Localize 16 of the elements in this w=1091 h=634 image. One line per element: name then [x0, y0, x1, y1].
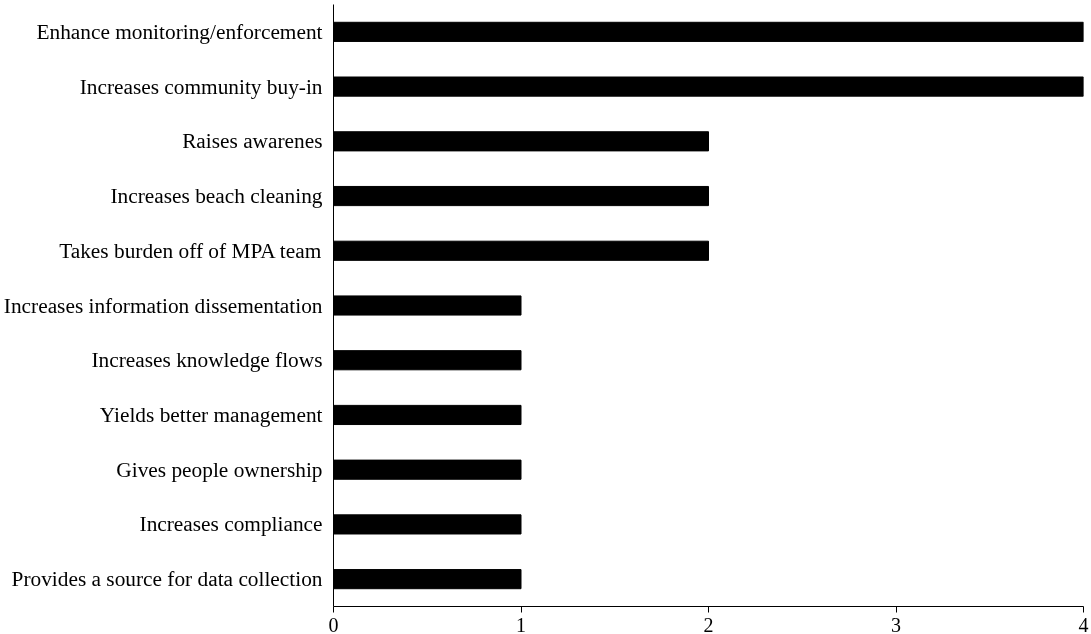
y-tick-label: Provides a source for data collection	[11, 567, 323, 592]
y-tick-label: Increases compliance	[139, 512, 323, 537]
x-tick-label: 4	[1078, 613, 1089, 634]
x-tick-label: 1	[516, 613, 526, 634]
y-tick-label: Enhance monitoring/enforcement	[36, 19, 323, 44]
y-tick-label: Increases community buy-in	[79, 74, 323, 99]
y-tick-label: Increases knowledge flows	[91, 348, 323, 373]
y-tick-label: Raises awarenes	[182, 129, 323, 154]
x-tick-label: 3	[891, 613, 901, 634]
y-tick-label: Yields better management	[99, 402, 323, 427]
x-tick-label: 0	[328, 613, 339, 634]
x-tick-label: 2	[703, 613, 714, 634]
y-tick-label: Increases beach cleaning	[110, 184, 323, 209]
y-tick-label: Increases information dissementation	[3, 293, 323, 318]
y-tick-label: Gives people ownership	[116, 457, 323, 482]
y-tick-label: Takes burden off of MPA team	[59, 238, 322, 263]
